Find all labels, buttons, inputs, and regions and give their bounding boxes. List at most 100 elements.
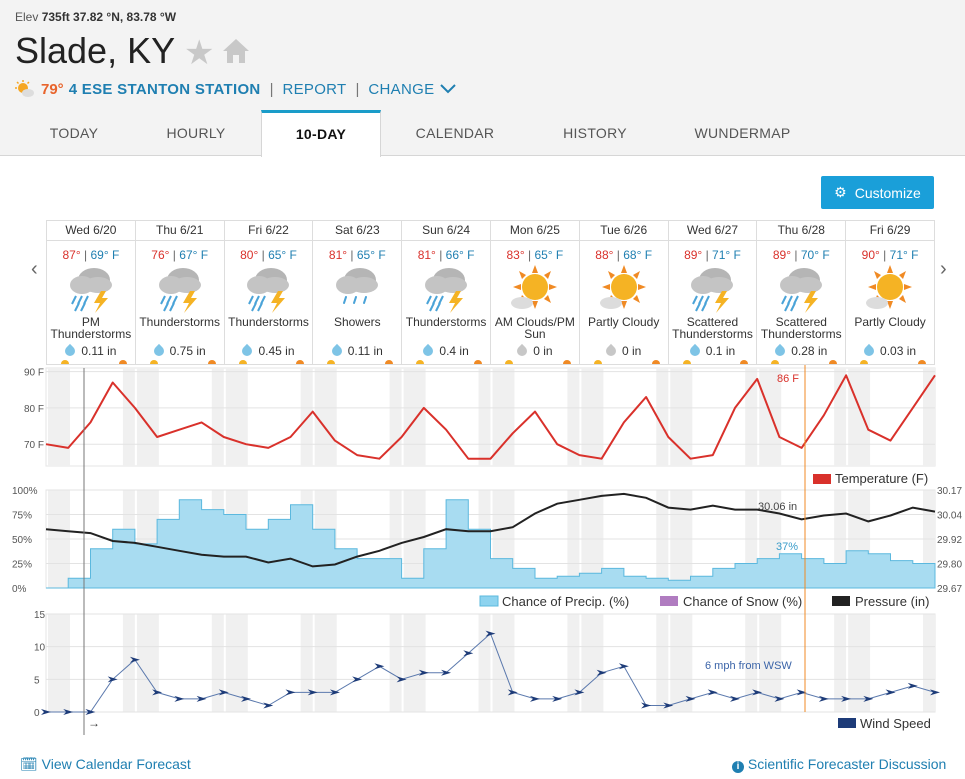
precip-tick-label: 100% <box>12 486 38 497</box>
temperature-line <box>45 374 936 460</box>
low-temp: 67° F <box>179 248 209 262</box>
day-name: Wed 6/20 <box>47 221 135 241</box>
night-band <box>670 614 693 712</box>
wind-direction-arrow <box>796 689 807 696</box>
day-temps: 81° | 65° F <box>328 248 386 262</box>
night-band <box>759 614 782 712</box>
night-band <box>834 614 847 712</box>
precip-value: 0.28 in <box>791 344 828 358</box>
high-temp: 76° <box>151 248 170 262</box>
day-card[interactable]: Thu 6/21 76° | 67° F Thunderstorms 0.75 in <box>134 220 224 365</box>
tab-wundermap[interactable]: WUNDERMAP <box>694 125 791 141</box>
pressure-tick-label: 29.80 <box>937 560 962 571</box>
customize-button[interactable]: ⚙ Customize <box>821 176 934 209</box>
day-temps: 87° | 69° F <box>62 248 120 262</box>
high-temp: 88° <box>595 248 614 262</box>
station-link[interactable]: 4 ESE STANTON STATION <box>68 80 261 98</box>
change-link[interactable]: CHANGE <box>368 80 435 98</box>
raindrop-icon <box>861 343 877 359</box>
day-card[interactable]: Fri 6/29 90° | 71° F Partly Cloudy 0.03 in <box>845 220 935 365</box>
day-name: Fri 6/29 <box>846 221 934 241</box>
precip-amount: 0.11 in <box>47 343 135 359</box>
day-card[interactable]: Sun 6/24 81° | 66° F Thunderstorms 0.4 in <box>401 220 490 365</box>
night-band <box>225 368 248 466</box>
elevation-coords: Elev 735ft 37.82 °N, 83.78 °W <box>15 10 177 24</box>
condition-text: PM Thunderstorms <box>50 315 132 341</box>
chevron-down-icon[interactable] <box>440 84 457 94</box>
separator: | <box>355 80 360 98</box>
precip-value: 0.11 in <box>347 344 383 358</box>
night-band <box>136 614 159 712</box>
wind-direction-arrow <box>41 709 51 715</box>
condition-text: Partly Cloudy <box>587 315 660 329</box>
low-temp: 65° F <box>356 248 386 262</box>
tab-history[interactable]: HISTORY <box>563 125 627 141</box>
location-header: Elev 735ft 37.82 °N, 83.78 °W Slade, KY … <box>0 0 965 157</box>
sunrise-sunset-markers <box>491 358 579 364</box>
precip-value: 0 in <box>533 344 553 358</box>
scientific-forecaster-discussion-link[interactable]: i Scientific Forecaster Discussion <box>732 756 946 773</box>
tab-hourly[interactable]: HOURLY <box>166 125 226 141</box>
tab-today[interactable]: TODAY <box>49 125 99 141</box>
condition-text: Showers <box>333 315 381 329</box>
day-card[interactable]: Mon 6/25 83° | 65° F AM Clouds/PM Sun 0 in <box>489 220 579 365</box>
report-link[interactable]: REPORT <box>282 80 347 98</box>
precip-amount: 0.03 in <box>846 343 934 359</box>
day-card[interactable]: Tue 6/26 88° | 68° F Partly Cloudy 0 in <box>578 220 668 365</box>
day-card[interactable]: Thu 6/28 89° | 70° F Scattered Thunderstor… <box>756 220 846 365</box>
wind-direction-arrow <box>885 689 896 696</box>
precip-value: 0.75 in <box>169 344 206 358</box>
gear-icon: ⚙ <box>834 184 847 200</box>
day-temps: 81° | 66° F <box>417 248 475 262</box>
view-calendar-forecast-link[interactable]: 🗓 View Calendar Forecast <box>20 756 191 773</box>
day-card[interactable]: Sat 6/23 81° | 65° F Showers 0.11 in <box>312 220 402 365</box>
pressure-legend-label: Pressure (in) <box>855 594 929 609</box>
night-band <box>403 614 426 712</box>
forecast-tabs: TODAY HOURLY 10-DAY CALENDAR HISTORY WUN… <box>0 110 965 157</box>
wind-direction-arrow <box>685 695 696 702</box>
temperature-tick-label: 90 F <box>24 368 44 379</box>
wind-direction-arrow <box>418 669 429 676</box>
precip-amount: 0 in <box>580 343 668 359</box>
precip-tick-label: 0% <box>12 584 27 595</box>
next-arrow-icon[interactable]: › <box>940 258 947 280</box>
current-temperature: 79° <box>41 80 64 98</box>
previous-arrow-icon[interactable]: ‹ <box>31 258 38 280</box>
night-band <box>834 368 847 466</box>
precip-value: 0.45 in <box>258 344 295 358</box>
precip-amount: 0.28 in <box>757 343 845 359</box>
thunderstorm-icon <box>64 263 118 318</box>
condition-text: AM Clouds/PM Sun <box>494 315 575 341</box>
day-card[interactable]: Fri 6/22 80° | 65° F Thunderstorms 0.45 in <box>223 220 313 365</box>
night-band <box>581 614 604 712</box>
condition-text: Scattered Thunderstorms <box>672 315 753 341</box>
sunrise-sunset-markers <box>47 358 135 364</box>
sunrise-sunset-markers <box>669 358 757 364</box>
night-band <box>670 368 693 466</box>
wind-direction-arrow <box>552 695 563 702</box>
favorite-star-icon[interactable]: ★ <box>184 34 215 72</box>
night-band <box>848 614 871 712</box>
raindrop-icon <box>773 343 788 359</box>
hover-precip-label: 37% <box>776 541 798 553</box>
pressure-tick-label: 30.04 <box>937 511 962 522</box>
day-name: Fri 6/22 <box>224 221 313 241</box>
wind-direction-arrow <box>174 695 185 702</box>
tab-10-day[interactable]: 10-DAY <box>261 110 381 157</box>
wind-direction-arrow <box>641 702 652 709</box>
wind-direction-arrow <box>463 650 474 657</box>
day-card[interactable]: Wed 6/27 89° | 71° F Scattered Thunderstor… <box>667 220 757 365</box>
wind-direction-arrow <box>729 695 740 702</box>
thunderstorm-icon <box>685 263 739 318</box>
customize-label: Customize <box>854 184 921 201</box>
night-band <box>389 614 402 712</box>
raindrop-icon <box>151 343 166 359</box>
wind-legend-label: Wind Speed <box>860 716 931 731</box>
day-temps: 83° | 65° F <box>506 248 564 262</box>
home-icon[interactable] <box>222 38 250 64</box>
day-card[interactable]: Wed 6/20 87° | 69° F PM Thunderstorms 0.11 … <box>46 220 135 365</box>
night-band <box>122 368 135 466</box>
condition-text: Thunderstorms <box>228 315 309 329</box>
tab-calendar[interactable]: CALENDAR <box>415 125 495 141</box>
wind-direction-arrow <box>841 695 852 702</box>
